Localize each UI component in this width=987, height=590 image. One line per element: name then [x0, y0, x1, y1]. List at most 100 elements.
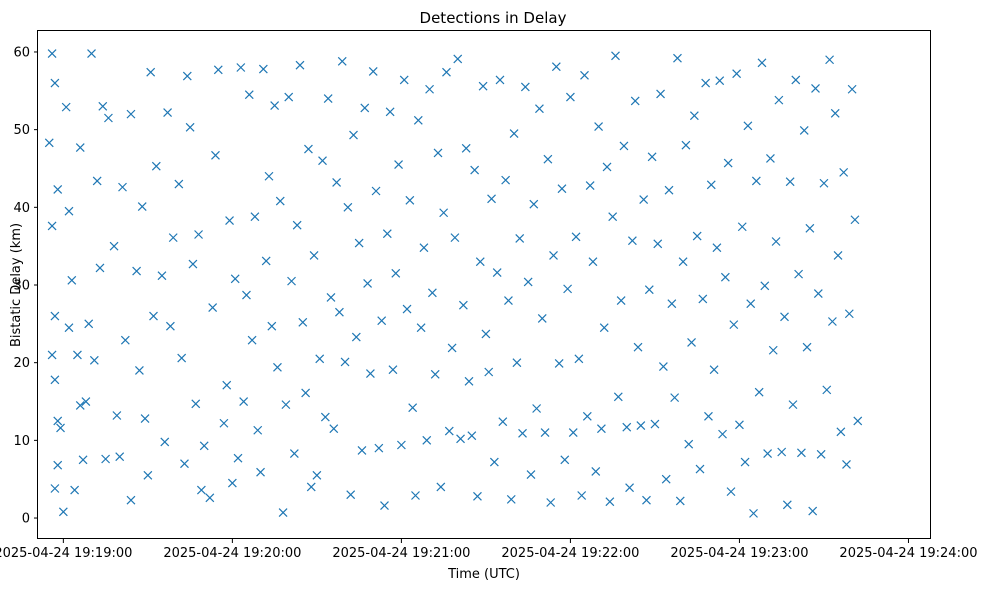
data-point — [630, 96, 640, 106]
data-point — [712, 243, 722, 253]
data-point — [385, 107, 395, 117]
data-point — [233, 453, 243, 463]
data-point — [75, 400, 85, 410]
data-point — [489, 457, 499, 467]
data-point — [853, 416, 863, 426]
data-point — [692, 231, 702, 241]
data-point — [81, 397, 91, 406]
data-point — [822, 385, 832, 395]
data-point — [267, 321, 277, 331]
data-point — [58, 507, 68, 517]
data-point — [287, 276, 296, 286]
data-point — [670, 393, 680, 403]
data-point — [244, 90, 254, 100]
data-point — [726, 487, 736, 497]
data-point — [523, 277, 533, 287]
data-point — [675, 496, 685, 506]
data-point — [842, 460, 851, 469]
data-point — [512, 358, 522, 368]
data-point — [439, 208, 449, 218]
data-point — [458, 300, 468, 310]
data-point — [585, 181, 595, 190]
data-point — [723, 158, 733, 168]
data-point — [188, 259, 198, 269]
data-point — [509, 129, 519, 138]
data-point — [211, 150, 220, 160]
data-point — [718, 429, 727, 439]
data-point — [196, 485, 206, 495]
data-point — [627, 236, 637, 246]
data-point — [126, 495, 136, 505]
data-point — [673, 53, 682, 63]
data-point — [808, 506, 818, 516]
data-point — [78, 455, 88, 465]
data-point — [53, 460, 63, 470]
data-point — [780, 312, 789, 322]
data-point — [461, 143, 471, 153]
data-point — [205, 493, 215, 503]
data-point — [118, 182, 127, 192]
data-point — [799, 126, 809, 135]
data-point — [554, 359, 564, 368]
data-point — [771, 237, 781, 246]
data-point — [540, 428, 550, 438]
data-point — [757, 58, 767, 68]
data-point — [120, 335, 130, 345]
y-tick-label: 60 — [13, 45, 30, 60]
data-point — [101, 454, 111, 464]
data-point — [377, 316, 387, 326]
data-point — [537, 313, 547, 323]
data-point — [53, 416, 63, 426]
data-point — [73, 350, 82, 360]
data-point — [611, 51, 620, 61]
data-point — [487, 194, 496, 204]
data-point — [650, 419, 660, 429]
data-point — [478, 81, 488, 91]
data-point — [408, 403, 418, 413]
data-point — [743, 121, 753, 131]
data-point — [349, 130, 358, 140]
data-point — [177, 353, 187, 363]
data-point — [132, 266, 142, 276]
data-point — [847, 84, 857, 94]
data-point — [306, 482, 316, 492]
data-point — [760, 281, 770, 291]
data-point — [749, 508, 758, 518]
data-point — [230, 274, 240, 284]
data-point — [427, 288, 437, 298]
x-tick-label: 2025-04-24 19:24:00 — [839, 546, 977, 561]
data-point — [264, 171, 274, 181]
data-point — [467, 431, 477, 441]
data-point — [813, 289, 823, 298]
x-tick-label: 2025-04-24 19:21:00 — [332, 546, 470, 561]
data-point — [312, 470, 322, 480]
data-point — [225, 216, 234, 225]
data-point — [709, 365, 719, 375]
data-point — [425, 84, 434, 94]
y-axis: 0 10 20 30 40 50 60 — [13, 45, 38, 527]
data-point — [453, 54, 463, 64]
data-point — [44, 138, 54, 148]
data-point — [520, 82, 530, 92]
data-point — [227, 478, 237, 488]
data-point — [642, 495, 651, 505]
data-point — [839, 167, 849, 177]
data-point — [582, 411, 592, 421]
data-point — [242, 290, 251, 300]
data-point — [391, 268, 401, 278]
data-point — [658, 362, 668, 371]
data-point — [256, 467, 265, 477]
data-point — [50, 484, 60, 493]
data-point — [588, 257, 598, 267]
data-point — [292, 220, 302, 230]
data-point — [619, 141, 629, 151]
data-point — [825, 55, 835, 65]
data-point — [444, 426, 454, 436]
data-point — [560, 455, 570, 465]
data-point — [844, 309, 854, 319]
data-point — [329, 424, 339, 434]
data-point — [75, 143, 85, 152]
data-point — [622, 422, 632, 432]
data-point — [442, 67, 451, 77]
y-tick-label: 10 — [13, 434, 30, 449]
